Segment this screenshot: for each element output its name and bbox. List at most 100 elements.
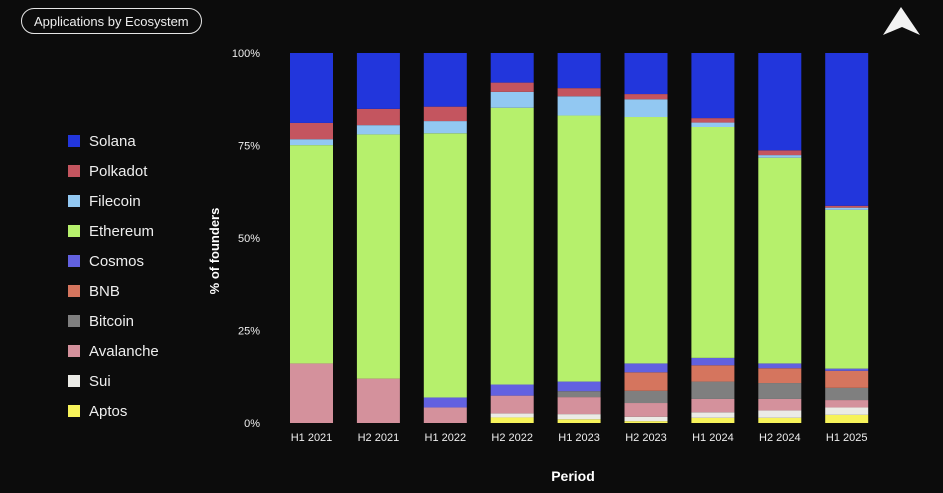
x-tick-label: H2 2024: [759, 432, 801, 444]
bar-segment-avalanche: [825, 400, 869, 408]
x-tick-label: H1 2025: [826, 432, 868, 444]
bar-segment-aptos: [490, 417, 534, 423]
bar-segment-solana: [825, 53, 869, 206]
bar-segment-polkadot: [423, 106, 467, 122]
x-tick-label: H1 2022: [425, 432, 467, 444]
bar-segment-ethereum: [624, 117, 668, 364]
bar-segment-cosmos: [423, 397, 467, 408]
x-axis-label: Period: [551, 468, 595, 484]
bar-segment-bnb: [758, 368, 802, 384]
bar-segment-solana: [624, 53, 668, 95]
bar-segment-filecoin: [356, 125, 400, 135]
bar-segment-aptos: [624, 421, 668, 423]
bar-segment-avalanche: [356, 378, 400, 423]
legend-label: BNB: [89, 282, 120, 300]
legend-label: Bitcoin: [89, 312, 135, 330]
legend-label: Cosmos: [89, 252, 145, 270]
legend-swatch: [68, 375, 80, 387]
x-tick-label: H2 2021: [358, 432, 400, 444]
legend-item-solana: Solana: [68, 126, 159, 156]
bar-segment-solana: [423, 53, 467, 107]
x-tick-label: H1 2021: [291, 432, 333, 444]
legend-label: Sui: [89, 372, 111, 390]
bar-segment-polkadot: [557, 88, 601, 97]
bar-stack: [624, 53, 668, 423]
bar-stack: [691, 53, 735, 423]
bar-segment-bnb: [691, 365, 735, 382]
bar-segment-filecoin: [490, 91, 534, 108]
bar-stack: [758, 53, 802, 423]
bar-segment-bnb: [825, 370, 869, 388]
bar-segment-ethereum: [356, 134, 400, 379]
bar-segment-cosmos: [691, 357, 735, 366]
y-axis-label: % of founders: [207, 208, 222, 295]
bar-stack: [356, 53, 400, 423]
bar-segment-filecoin: [691, 122, 735, 127]
bar-segment-sui: [691, 412, 735, 418]
bar-segment-polkadot: [825, 205, 869, 208]
legend-label: Polkadot: [89, 162, 148, 180]
legend-label: Avalanche: [89, 342, 159, 360]
legend-swatch: [68, 315, 80, 327]
bar-segment-cosmos: [825, 368, 869, 371]
bar-segment-solana: [490, 53, 534, 83]
legend-label: Solana: [89, 132, 136, 150]
bar-segment-solana: [758, 53, 802, 151]
legend-swatch: [68, 195, 80, 207]
legend-item-sui: Sui: [68, 366, 159, 396]
bar-stack: [557, 53, 601, 423]
bar-segment-solana: [290, 53, 333, 123]
legend-swatch: [68, 135, 80, 147]
bar-segment-sui: [825, 407, 869, 415]
legend-item-ethereum: Ethereum: [68, 216, 159, 246]
legend-swatch: [68, 255, 80, 267]
bar-segment-sui: [557, 414, 601, 420]
bar-stack: [825, 53, 869, 423]
bar-segment-solana: [691, 53, 735, 119]
legend-swatch: [68, 165, 80, 177]
bar-segment-bnb: [624, 372, 668, 391]
bar-segment-polkadot: [356, 108, 400, 126]
bar-segment-avalanche: [624, 403, 668, 417]
bar-segment-avalanche: [490, 395, 534, 414]
bar-stack: [490, 53, 534, 423]
x-tick-label: H1 2023: [558, 432, 600, 444]
bar-segment-avalanche: [758, 398, 802, 411]
bar-segment-bitcoin: [557, 391, 601, 398]
chart-title-pill: Applications by Ecosystem: [21, 8, 202, 34]
bar-segment-aptos: [557, 419, 601, 423]
bar-segment-avalanche: [423, 407, 467, 423]
bar-segment-bitcoin: [825, 387, 869, 401]
bar-segment-filecoin: [758, 155, 802, 158]
bar-segment-filecoin: [557, 96, 601, 116]
legend-swatch: [68, 405, 80, 417]
legend-label: Ethereum: [89, 222, 155, 240]
legend-swatch: [68, 225, 80, 237]
legend-item-filecoin: Filecoin: [68, 186, 159, 216]
bar-segment-ethereum: [290, 145, 333, 364]
legend-item-polkadot: Polkadot: [68, 156, 159, 186]
legend: Solana Polkadot Filecoin Ethereum Cosmos BNB B…: [68, 126, 159, 426]
bar-segment-filecoin: [624, 99, 668, 118]
bar-segment-cosmos: [758, 363, 802, 369]
y-tick-label: 50%: [238, 233, 260, 245]
triangle-logo-icon: [883, 7, 920, 35]
bar-segment-sui: [758, 410, 802, 418]
bar-segment-cosmos: [557, 381, 601, 392]
bar-segment-bitcoin: [624, 390, 668, 404]
y-tick-label: 25%: [238, 326, 260, 338]
bar-segment-ethereum: [557, 115, 601, 382]
y-tick-label: 0%: [244, 418, 260, 430]
legend-item-cosmos: Cosmos: [68, 246, 159, 276]
bar-segment-aptos: [691, 417, 735, 423]
legend-item-avalanche: Avalanche: [68, 336, 159, 366]
legend-item-aptos: Aptos: [68, 396, 159, 426]
bar-stack: [423, 53, 467, 423]
bar-segment-aptos: [825, 414, 869, 423]
bar-segment-cosmos: [490, 384, 534, 396]
legend-item-bitcoin: Bitcoin: [68, 306, 159, 336]
bar-stack: [290, 53, 333, 423]
bar-segment-ethereum: [423, 133, 467, 398]
x-tick-label: H1 2024: [692, 432, 734, 444]
bar-segment-filecoin: [290, 139, 333, 146]
